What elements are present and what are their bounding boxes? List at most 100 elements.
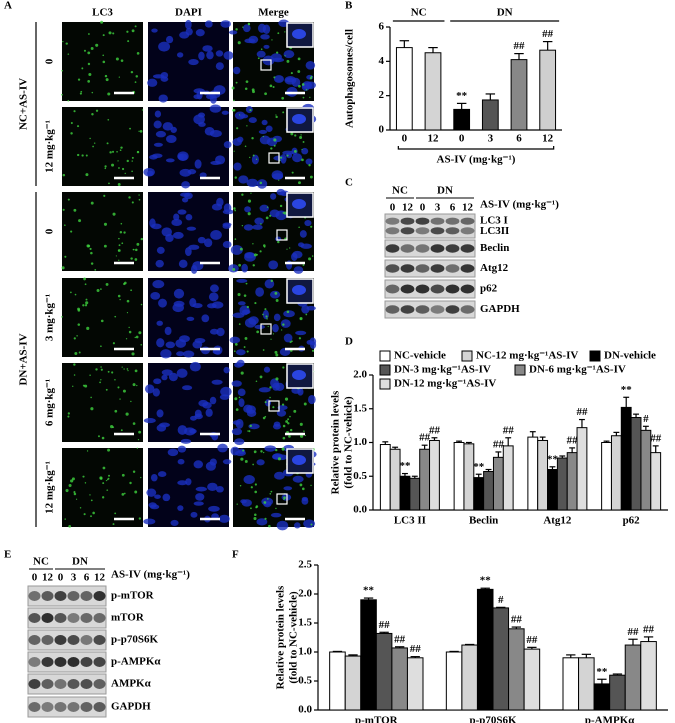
lc3-puncta — [133, 249, 135, 251]
band — [415, 284, 430, 294]
lc3-puncta — [124, 281, 127, 285]
lc3-puncta — [62, 173, 66, 177]
lc3-puncta — [91, 91, 94, 94]
lc3-puncta — [102, 54, 105, 57]
lc3-puncta — [135, 335, 139, 339]
micrograph — [62, 107, 144, 186]
band — [54, 679, 67, 689]
lc3-puncta — [136, 150, 140, 154]
nucleus — [233, 66, 241, 75]
nucleus — [193, 501, 204, 506]
nucleus — [283, 333, 293, 343]
nucleus — [218, 514, 230, 523]
lc3-puncta — [136, 52, 140, 55]
band — [445, 217, 460, 225]
significance: # — [643, 413, 649, 425]
nucleus — [238, 448, 246, 455]
lc3-puncta — [291, 171, 294, 174]
nucleus — [150, 473, 158, 482]
lc3-puncta — [254, 490, 258, 494]
inset-nucleus — [292, 455, 306, 465]
nucleus — [256, 50, 266, 58]
lc3-puncta — [269, 492, 272, 495]
lc3-puncta — [301, 148, 303, 151]
lc3-puncta — [89, 494, 91, 496]
lc3-puncta — [126, 368, 129, 370]
lc3-puncta — [62, 208, 65, 211]
lc3-puncta — [284, 55, 286, 57]
nucleus — [306, 74, 314, 80]
lc3-puncta — [234, 238, 237, 240]
lc3-puncta — [270, 279, 274, 283]
lc3-puncta — [302, 487, 305, 491]
band — [460, 284, 475, 294]
nucleus — [161, 369, 173, 376]
lc3-puncta — [244, 87, 248, 91]
nucleus — [215, 485, 224, 493]
band — [400, 244, 415, 253]
band — [54, 657, 67, 667]
lc3-puncta — [114, 409, 118, 413]
lc3-puncta — [255, 380, 258, 382]
legend-swatch — [379, 350, 391, 362]
y-tick-label: 0.5 — [298, 675, 312, 687]
error-bar — [511, 626, 521, 629]
nucleus — [273, 75, 284, 83]
lc3-puncta — [293, 409, 297, 413]
lc3-puncta — [131, 156, 134, 159]
lc3-puncta — [136, 384, 138, 387]
lc3-puncta — [61, 315, 63, 318]
significance: ## — [379, 619, 391, 631]
lc3-puncta — [244, 145, 247, 148]
lc3-puncta — [270, 147, 273, 150]
nucleus — [280, 319, 291, 328]
roi-box — [268, 400, 280, 412]
band — [93, 679, 106, 689]
band — [400, 284, 415, 294]
lc3-puncta — [282, 366, 285, 369]
lc3-puncta — [85, 173, 89, 177]
lc3-puncta — [101, 436, 105, 440]
nucleus — [292, 153, 303, 163]
nucleus — [305, 158, 313, 165]
lc3-puncta — [85, 301, 89, 305]
nucleus — [254, 217, 264, 225]
lc3-puncta — [280, 329, 283, 331]
lc3-puncta — [140, 237, 144, 241]
nucleus — [275, 236, 282, 242]
lc3-puncta — [75, 498, 78, 500]
lc3-puncta — [254, 483, 257, 486]
lc3-puncta — [273, 76, 276, 79]
nucleus — [260, 34, 270, 40]
lc3-puncta — [90, 515, 92, 518]
lc3-puncta — [311, 255, 314, 257]
nucleus — [217, 443, 228, 453]
lane-label: 0 — [390, 202, 396, 214]
significance: ## — [503, 424, 515, 436]
nucleus — [161, 374, 168, 381]
lc3-puncta — [121, 242, 124, 245]
lc3-puncta — [241, 193, 244, 196]
nucleus — [258, 129, 268, 134]
error-bar — [485, 468, 492, 472]
lc3-puncta — [309, 175, 313, 179]
lc3-puncta — [299, 483, 303, 487]
nucleus — [263, 44, 270, 49]
lc3-puncta — [100, 319, 104, 323]
nucleus — [222, 459, 232, 465]
lc3-puncta — [64, 518, 66, 520]
band — [460, 227, 475, 235]
nucleus — [243, 224, 254, 231]
inset-nucleus — [292, 114, 306, 124]
nucleus — [187, 169, 197, 175]
lc3-puncta — [91, 112, 94, 116]
lc3-puncta — [128, 330, 132, 334]
lc3-puncta — [282, 436, 286, 440]
lc3-puncta — [275, 507, 277, 510]
panel-label: A — [4, 0, 12, 12]
lc3-puncta — [117, 294, 121, 298]
micrograph — [231, 359, 316, 445]
significance: ## — [567, 434, 579, 446]
lc3-puncta — [81, 154, 84, 157]
nucleus — [223, 366, 230, 374]
